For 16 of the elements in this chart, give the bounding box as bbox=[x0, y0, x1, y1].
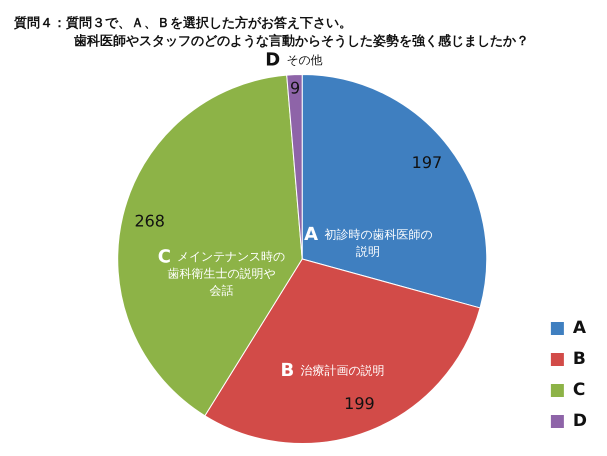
text: 治療計画の説明 bbox=[300, 363, 384, 378]
data-label: 199 bbox=[344, 394, 375, 414]
legend-label: A bbox=[572, 318, 587, 338]
text: その他 bbox=[286, 52, 322, 67]
slice-label: A bbox=[304, 224, 318, 245]
slice-label: D bbox=[265, 49, 280, 70]
slice-label: B bbox=[280, 360, 294, 381]
data-label: 268 bbox=[134, 212, 165, 231]
data-label: 9 bbox=[290, 78, 300, 98]
legend-label: B bbox=[572, 348, 586, 369]
legend-label: C bbox=[572, 380, 586, 400]
legend-label: D bbox=[572, 410, 588, 431]
chart-title: 質問４：質問３で、Ａ、Ｂを選択した方がお答え下さい。 bbox=[14, 14, 353, 32]
text: 初診時の歯科医師の説明 bbox=[324, 227, 432, 258]
chart-subtitle: 歯科医師やスタッフのどのような言動からそうした姿勢を強く感じましたか？ bbox=[73, 32, 530, 50]
data-label: 197 bbox=[412, 153, 442, 172]
